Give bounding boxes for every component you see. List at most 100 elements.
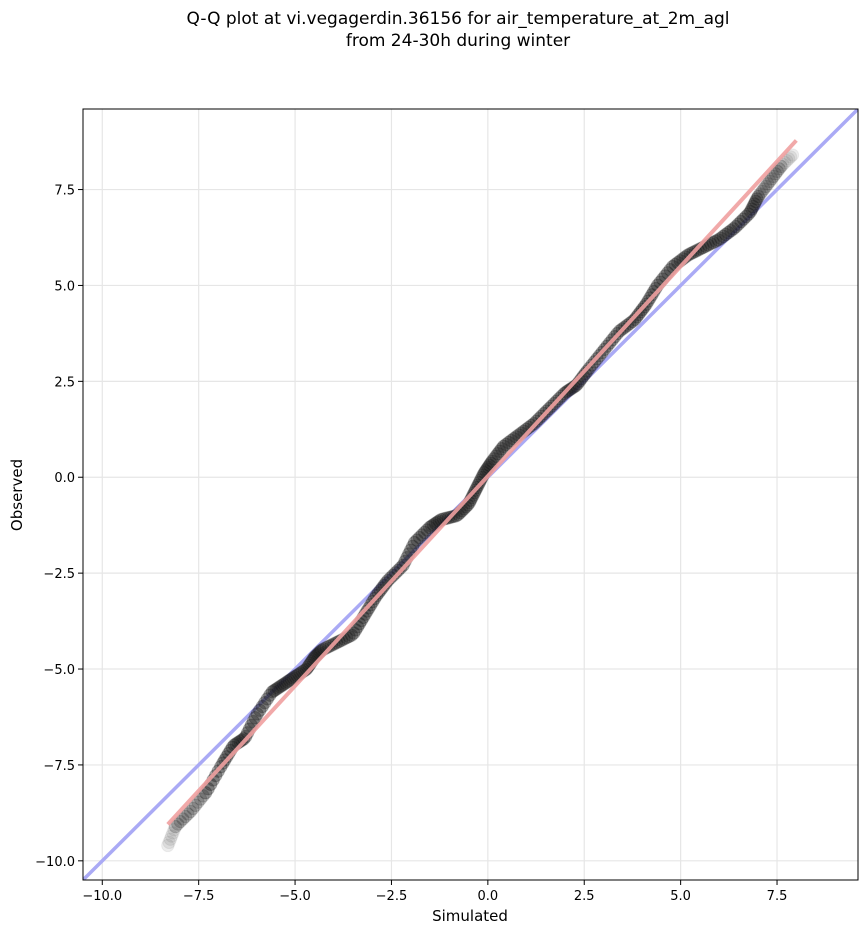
qq-point [736, 212, 751, 226]
qq-point [284, 672, 298, 686]
y-tick-label: −10.0 [35, 855, 75, 870]
qq-point [286, 671, 300, 685]
qq-point [496, 439, 511, 453]
qq-point [746, 199, 760, 214]
qq-point [250, 707, 264, 721]
qq-point [726, 222, 741, 236]
qq-point [485, 454, 499, 468]
qq-point [186, 801, 200, 816]
qq-point [273, 680, 287, 694]
qq-point [176, 812, 190, 826]
qq-point [785, 148, 800, 162]
qq-point [260, 692, 275, 706]
x-tick-label: 5.0 [670, 889, 691, 904]
qq-point [716, 229, 730, 244]
data-layer [83, 109, 858, 880]
qq-point [166, 826, 180, 840]
qq-point [167, 823, 181, 837]
qq-point [757, 182, 771, 196]
x-tick-label: 2.5 [574, 889, 595, 904]
qq-point [489, 449, 503, 463]
qq-point [168, 819, 183, 834]
qq-point [426, 518, 441, 532]
qq-point [171, 817, 185, 831]
qq-point [755, 184, 769, 199]
qq-point [711, 233, 725, 247]
qq-point [780, 153, 794, 168]
qq-point [282, 673, 297, 688]
x-axis: −10.0 −7.5 −5.0 −2.5 0.0 2.5 5.0 7.5 [82, 880, 787, 904]
qq-point [278, 676, 293, 690]
chart-title-line-1: Q-Q plot at vi.vegagerdin.36156 for air_… [186, 9, 730, 29]
qq-point [719, 227, 733, 242]
x-tick-label: 7.5 [767, 889, 788, 904]
qq-point [494, 442, 509, 456]
qq-point [183, 804, 198, 819]
qq-point [743, 204, 758, 219]
qq-point [271, 681, 285, 695]
qq-point [750, 192, 764, 206]
x-tick-label: −2.5 [376, 889, 408, 904]
qq-point [161, 838, 175, 853]
qq-point [499, 437, 513, 452]
qq-point [729, 219, 743, 234]
qq-point [347, 626, 361, 640]
qq-point [407, 535, 422, 550]
qq-point [734, 214, 748, 229]
qq-point [181, 807, 195, 821]
qq-point [196, 789, 210, 803]
qq-point [162, 835, 176, 850]
qq-point [731, 217, 746, 231]
qq-point [164, 829, 179, 843]
qq-point [424, 519, 439, 533]
qq-point [193, 792, 208, 806]
x-tick-label: −5.0 [279, 889, 311, 904]
qq-point [703, 236, 718, 251]
qq-point [348, 623, 363, 637]
qq-point [415, 528, 429, 542]
y-tick-label: 7.5 [54, 184, 75, 199]
qq-point [504, 433, 518, 448]
qq-point [404, 543, 418, 557]
x-tick-label: −10.0 [82, 889, 122, 904]
qq-point [422, 520, 437, 535]
qq-point [759, 179, 773, 194]
x-tick-label: 0.0 [478, 889, 499, 904]
qq-point [739, 209, 753, 224]
y-tick-label: 0.0 [54, 471, 75, 486]
qq-point [178, 809, 193, 824]
qq-point [253, 703, 267, 717]
y-axis-label: Observed [8, 459, 26, 531]
qq-point [706, 235, 720, 250]
qq-point [753, 187, 767, 201]
x-tick-label: −7.5 [183, 889, 215, 904]
qq-point [410, 533, 424, 547]
qq-point [745, 202, 759, 216]
qq-point [768, 167, 783, 181]
qq-point [344, 628, 359, 642]
qq-point [708, 234, 723, 248]
qq-point [501, 435, 516, 450]
qq-point [741, 207, 756, 221]
chart-title: Q-Q plot at vi.vegagerdin.36156 for air_… [0, 8, 867, 52]
plot-frame [82, 108, 859, 881]
fit-line [166, 139, 798, 826]
qq-point [188, 798, 203, 813]
qq-point [772, 162, 786, 176]
qq-point [761, 177, 775, 191]
qq-point [248, 711, 262, 725]
qq-point [714, 231, 728, 245]
qq-point [265, 685, 279, 699]
qq-point [267, 683, 281, 698]
qq-point [275, 678, 289, 693]
y-tick-label: −5.0 [43, 663, 75, 678]
qq-point [276, 677, 291, 691]
qq-point [269, 682, 283, 696]
qq-point [280, 675, 295, 689]
y-tick-label: 5.0 [54, 279, 75, 294]
qq-point [417, 525, 432, 540]
y-tick-label: −2.5 [43, 567, 75, 582]
y-tick-label: −7.5 [43, 759, 75, 774]
qq-point [721, 225, 736, 240]
